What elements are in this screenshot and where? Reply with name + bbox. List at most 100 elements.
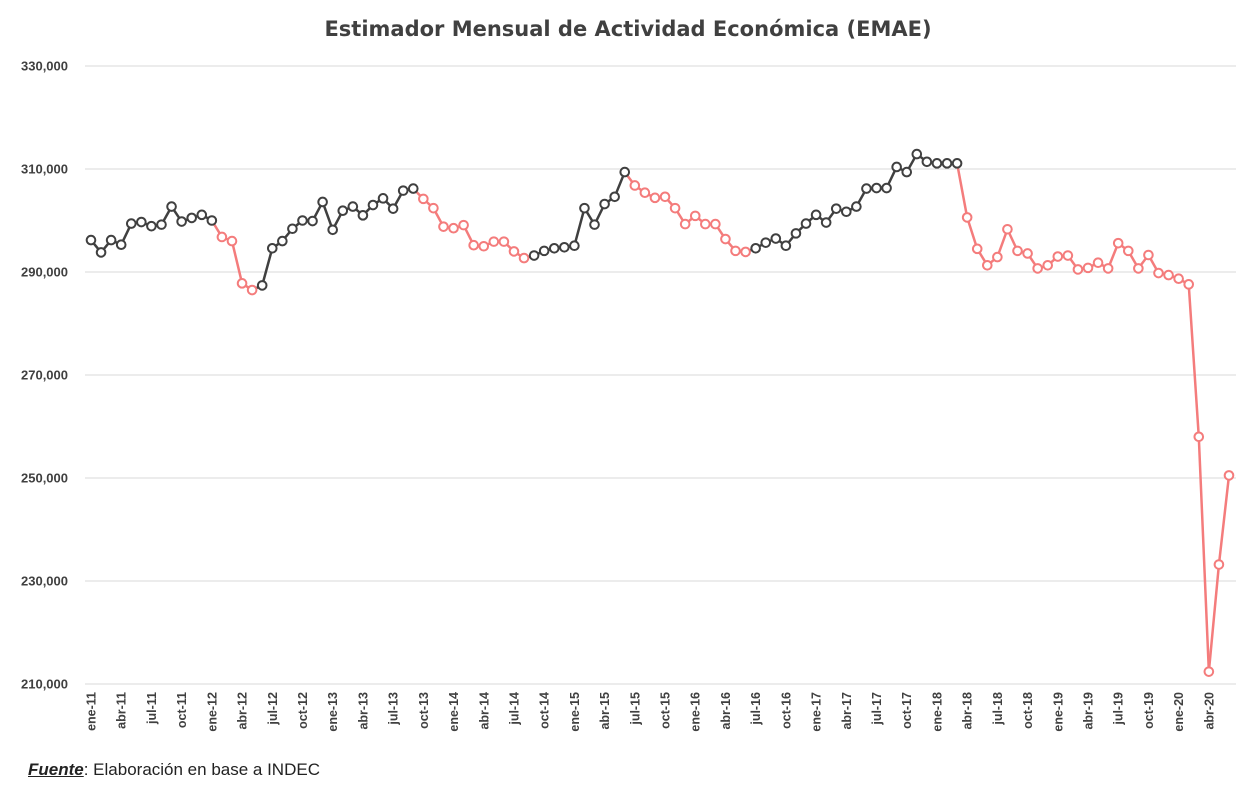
- data-point: [770, 233, 782, 244]
- y-tick-label: 270,000: [21, 368, 68, 383]
- source-text: : Elaboración en base a INDEC: [83, 760, 320, 779]
- x-tick-label: jul-15: [628, 692, 642, 726]
- x-tick-label: jul-13: [387, 692, 401, 726]
- emae-line-chart: Estimador Mensual de Actividad Económica…: [21, 17, 1236, 732]
- series-line: [89, 152, 1231, 673]
- source-note: Fuente: Elaboración en base a INDEC: [28, 760, 320, 780]
- data-point: [579, 202, 590, 214]
- data-point: [266, 243, 278, 254]
- x-tick-label: oct-17: [900, 692, 914, 729]
- data-point: [226, 235, 238, 247]
- data-point: [1062, 250, 1074, 261]
- data-point: [166, 201, 177, 212]
- data-point: [1193, 431, 1205, 443]
- data-point: [458, 219, 469, 231]
- data-point: [337, 205, 349, 217]
- x-tick-label: oct-12: [296, 692, 310, 729]
- data-point: [548, 243, 560, 254]
- data-point: [136, 216, 147, 228]
- data-point: [911, 148, 923, 160]
- line-segment: [260, 247, 274, 287]
- x-tick-label: abr-12: [236, 692, 250, 730]
- data-point: [367, 199, 379, 211]
- y-tick-label: 310,000: [21, 162, 68, 177]
- data-point: [830, 203, 842, 214]
- data-point: [740, 246, 751, 258]
- data-point: [689, 210, 701, 222]
- data-point: [961, 212, 973, 223]
- data-point: [720, 233, 731, 245]
- data-point: [418, 193, 429, 205]
- data-point: [710, 218, 721, 230]
- data-point: [1092, 257, 1104, 269]
- x-tick-label: ene-20: [1172, 692, 1186, 732]
- data-point: [1223, 470, 1235, 481]
- line-segment: [230, 239, 244, 285]
- data-point: [347, 201, 359, 212]
- data-point: [982, 260, 993, 271]
- line-segment: [1217, 474, 1231, 566]
- data-point: [941, 158, 953, 169]
- data-point: [277, 235, 288, 247]
- data-point: [629, 180, 641, 191]
- data-point: [498, 236, 510, 247]
- x-tick-label: jul-14: [507, 692, 521, 726]
- data-point: [125, 218, 137, 229]
- chart-title: Estimador Mensual de Actividad Económica…: [324, 17, 931, 41]
- data-point: [377, 193, 389, 204]
- data-point: [1042, 260, 1054, 271]
- data-point: [1002, 223, 1013, 235]
- x-tick-label: jul-12: [266, 692, 280, 726]
- data-point: [1072, 264, 1084, 275]
- data-point: [1112, 237, 1124, 249]
- x-tick-label: ene-11: [85, 692, 99, 731]
- data-point: [931, 158, 943, 169]
- data-point: [488, 236, 500, 247]
- data-point: [619, 166, 631, 178]
- x-tick-label: jul-16: [749, 692, 763, 726]
- data-point: [407, 183, 419, 194]
- x-tick-label: ene-19: [1051, 692, 1065, 732]
- data-point: [589, 219, 600, 230]
- data-point: [528, 250, 540, 261]
- data-point: [1052, 251, 1064, 262]
- x-tick-label: oct-19: [1142, 692, 1156, 729]
- x-tick-label: abr-11: [115, 692, 129, 729]
- series-markers: [85, 148, 1235, 677]
- data-point: [1133, 263, 1144, 274]
- x-tick-label: jul-11: [145, 692, 159, 725]
- data-point: [317, 196, 328, 208]
- data-point: [287, 223, 298, 235]
- data-point: [146, 220, 157, 232]
- data-point: [609, 191, 620, 203]
- data-point: [95, 247, 107, 258]
- line-segment: [1187, 283, 1201, 439]
- data-point: [387, 203, 399, 214]
- data-point: [428, 202, 439, 214]
- data-point: [297, 215, 308, 226]
- data-point: [518, 252, 530, 264]
- data-point: [679, 218, 691, 230]
- data-point: [780, 240, 792, 252]
- data-point: [1143, 249, 1154, 261]
- data-point: [256, 280, 268, 291]
- source-label: Fuente: [28, 760, 84, 779]
- data-point: [810, 209, 822, 221]
- data-point: [649, 192, 661, 204]
- data-point: [196, 209, 208, 221]
- data-point: [357, 210, 369, 221]
- x-tick-label: jul-17: [870, 692, 884, 726]
- y-tick-label: 230,000: [21, 574, 68, 589]
- y-tick-label: 250,000: [21, 471, 68, 486]
- data-point: [730, 245, 741, 257]
- x-tick-label: ene-13: [326, 692, 340, 732]
- x-tick-label: oct-13: [417, 692, 431, 729]
- data-point: [951, 158, 963, 169]
- data-point: [881, 182, 892, 194]
- data-point: [700, 218, 711, 230]
- data-point: [156, 219, 167, 230]
- data-point: [1122, 245, 1134, 257]
- line-segment: [1197, 435, 1211, 673]
- x-tick-label: ene-15: [568, 692, 582, 732]
- data-point: [901, 166, 913, 178]
